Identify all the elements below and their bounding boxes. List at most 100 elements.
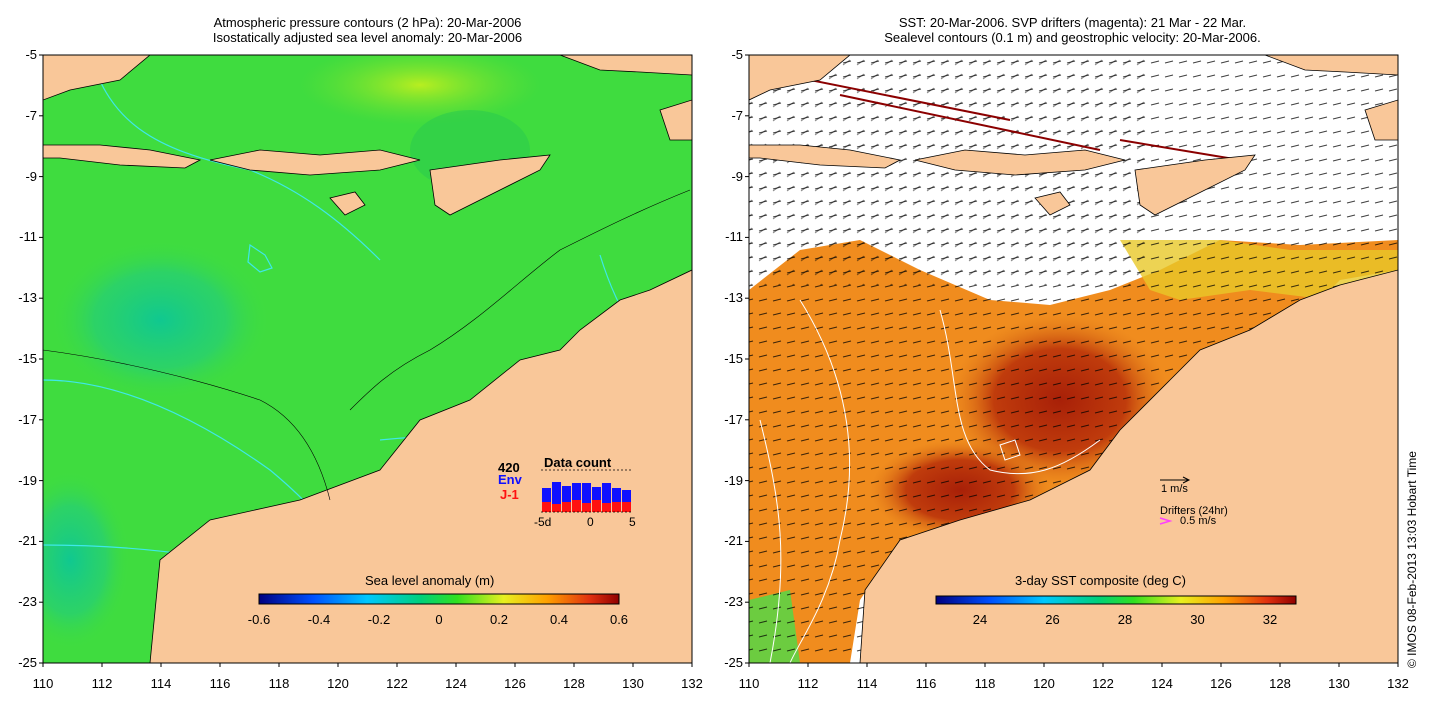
sla-colorbar-tick: -0.2 — [367, 612, 391, 627]
left-x-tick-label: 132 — [681, 676, 703, 691]
data-count-bar-env — [582, 483, 591, 503]
left-y-tick-label: -11 — [19, 229, 37, 245]
right-title-line2: Sealevel contours (0.1 m) and geostrophi… — [884, 30, 1261, 45]
sst-colorbar — [935, 595, 1297, 605]
right-y-tick-label: -9 — [731, 168, 743, 184]
data-count-tick-right: 5 — [629, 515, 636, 529]
left-title-line1: Atmospheric pressure contours (2 hPa): 2… — [213, 15, 522, 30]
data-count-bar-j1 — [622, 502, 631, 512]
left-y-tick-label: -9 — [25, 168, 37, 184]
sst-colorbar-tick: 32 — [1262, 612, 1278, 627]
right-y-tick-label: -11 — [725, 229, 743, 245]
left-x-tick-label: 128 — [563, 676, 585, 691]
left-x-tick-label: 126 — [504, 676, 526, 691]
left-x-tick-label: 112 — [91, 676, 113, 691]
sst-colorbar-tick: 28 — [1117, 612, 1133, 627]
left-map — [43, 55, 692, 663]
right-title: SST: 20-Mar-2006. SVP drifters (magenta)… — [745, 15, 1400, 45]
right-y-tick-label: -17 — [724, 411, 743, 427]
right-x-tick-label: 118 — [974, 676, 996, 691]
data-count-bar-env — [552, 482, 561, 504]
data-count-j1: J-1 — [500, 487, 519, 502]
nusa-tenggara-islands — [209, 149, 421, 176]
data-count-bar-j1 — [612, 502, 621, 512]
right-y-tick-label: -5 — [731, 47, 743, 62]
right-x-tick-label: 112 — [797, 676, 819, 691]
sst-colorbar-label: 3-day SST composite (deg C) — [1015, 573, 1186, 588]
data-count-total: 420 — [498, 460, 520, 475]
sst-colorbar-tick: 26 — [1045, 612, 1060, 627]
left-x-tick-label: 118 — [268, 676, 290, 691]
timor-island — [429, 154, 551, 216]
data-count-bar-env — [602, 483, 611, 503]
data-count-bar-j1 — [602, 503, 611, 512]
left-x-tick-label: 116 — [209, 676, 231, 691]
sla-colorbar-tick: 0.4 — [549, 612, 569, 627]
drifters-speed: 0.5 m/s — [1180, 515, 1217, 527]
sla-colorbar-tick: 0.6 — [609, 612, 629, 627]
drifters-label: Drifters (24hr) — [1160, 505, 1228, 517]
left-y-tick-label: -23 — [18, 594, 37, 610]
left-x-tick-label: 120 — [327, 676, 349, 691]
left-title: Atmospheric pressure contours (2 hPa): 2… — [40, 15, 695, 45]
right-y-tick-label: -25 — [724, 655, 743, 670]
right-x-tick-label: 110 — [738, 676, 760, 691]
left-y-tick-label: -19 — [18, 472, 37, 488]
drifter-legend-arrow — [1159, 517, 1173, 525]
right-y-tick-label: -15 — [724, 351, 743, 366]
sst-colorbar-tick: 30 — [1190, 612, 1205, 627]
left-y-tick-label: -15 — [18, 351, 37, 366]
right-x-tick-label: 130 — [1328, 676, 1350, 691]
left-y-tick-label: -7 — [25, 107, 37, 123]
data-count-env: Env — [498, 472, 522, 487]
right-x-tick-label: 120 — [1033, 676, 1055, 691]
data-count-title: Data count — [544, 455, 612, 470]
sst-colorbar-tick: 24 — [972, 612, 988, 627]
data-count-bar-env — [542, 488, 551, 502]
right-y-tick-label: -21 — [724, 533, 743, 549]
right-y-tick-label: -13 — [724, 290, 743, 306]
right-x-tick-label: 116 — [915, 676, 937, 691]
velocity-scale-label: 1 m/s — [1161, 483, 1188, 495]
right-x-tick-label: 132 — [1387, 676, 1409, 691]
right-x-tick-label: 114 — [856, 676, 878, 691]
right-x-tick-label: 122 — [1092, 676, 1114, 691]
left-y-tick-label: -21 — [18, 533, 37, 549]
data-count-tick-left: -5d — [534, 515, 552, 529]
left-x-tick-label: 110 — [32, 676, 54, 691]
sla-colorbar-tick: -0.6 — [247, 612, 271, 627]
data-count-bar-j1 — [562, 502, 571, 512]
left-y-tick-label: -13 — [18, 290, 37, 306]
right-x-tick-label: 128 — [1269, 676, 1291, 691]
left-y-tick-label: -25 — [18, 655, 37, 670]
data-count-bar-j1 — [592, 500, 601, 512]
australia-landmass — [149, 269, 692, 663]
right-y-tick-label: -7 — [731, 107, 743, 123]
sla-low-anomaly — [50, 240, 270, 400]
right-y-tick-label: -19 — [724, 472, 743, 488]
right-x-tick-label: 126 — [1210, 676, 1232, 691]
data-count-bar-j1 — [552, 504, 561, 512]
australia-landmass-right — [859, 269, 1398, 663]
sumba-island — [329, 191, 366, 216]
sla-colorbar-tick: 0.2 — [489, 612, 509, 627]
data-count-inset — [541, 469, 633, 513]
data-count-bar-env — [612, 488, 621, 502]
sla-high-anomaly — [300, 55, 540, 125]
left-x-tick-label: 124 — [445, 676, 467, 691]
data-count-bar-env — [592, 487, 601, 500]
data-count-bar-env — [572, 483, 581, 500]
sla-colorbar-label: Sea level anomaly (m) — [365, 573, 495, 588]
left-x-tick-label: 114 — [150, 676, 172, 691]
right-title-line1: SST: 20-Mar-2006. SVP drifters (magenta)… — [898, 15, 1247, 30]
left-x-tick-label: 130 — [622, 676, 644, 691]
data-count-bar-env — [562, 486, 571, 502]
data-count-tick-mid: 0 — [587, 515, 594, 529]
credit-text: © IMOS 08-Feb-2013 13:03 Hobart Time — [1405, 451, 1419, 668]
left-title-line2: Isostatically adjusted sea level anomaly… — [212, 30, 523, 45]
right-map — [749, 55, 1398, 663]
right-x-tick-label: 124 — [1151, 676, 1173, 691]
java-island — [43, 144, 202, 169]
sla-colorbar-tick: 0 — [435, 612, 443, 627]
